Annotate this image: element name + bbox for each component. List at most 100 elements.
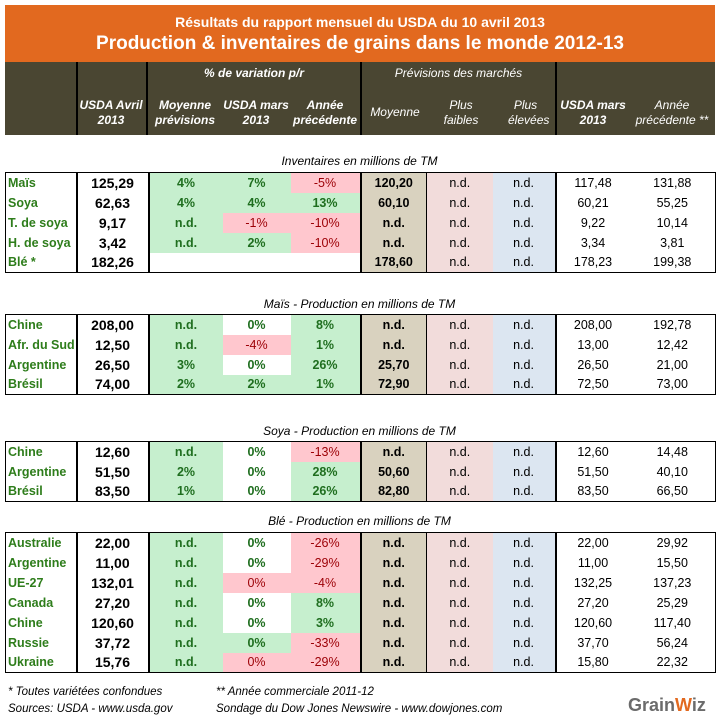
moyenne-value: n.d. (359, 441, 427, 462)
table-row: Australie 22,00 n.d. 0% -26% n.d. n.d. n.d. 22,0… (6, 532, 716, 553)
usda-mars-value: 13,00 (577, 337, 609, 352)
variation-value: n.d. (148, 592, 223, 613)
annee-precedente-value: 21,00 (656, 357, 688, 372)
annee-precedente-value: 10,14 (656, 215, 688, 230)
variation-value: 3% (148, 354, 223, 375)
plus-elevees-value: n.d. (492, 632, 557, 653)
annee-precedente-value: 15,50 (656, 555, 688, 570)
footnote-1: * Toutes variétées confondues (8, 686, 163, 698)
usda-mars-value: 208,00 (573, 317, 613, 332)
plus-elevees-value: n.d. (492, 552, 557, 573)
variation-value: 0% (222, 632, 291, 653)
header-usda-avril: USDA Avril 2013 (79, 98, 143, 127)
header-group-previsions: Prévisions des marchés (394, 66, 523, 80)
table-row: Argentine 26,50 3% 0% 26% 25,70 n.d. n.d. 26,50 2… (6, 354, 716, 375)
report-title: Résultats du rapport mensuel du USDA du … (175, 14, 545, 30)
moyenne-value: n.d. (359, 532, 427, 553)
row-name: H. de soya (8, 235, 71, 250)
usda-mars-value: 15,80 (577, 655, 609, 670)
report-subtitle: Production & inventaires de grains dans … (96, 33, 624, 54)
moyenne-value: n.d. (359, 652, 427, 673)
row-name: Ukraine (8, 655, 54, 670)
usda-mars-value: 9,22 (580, 215, 606, 230)
usda-avril-value: 12,50 (75, 334, 150, 355)
variation-value: 0% (222, 441, 291, 462)
variation-value: n.d. (148, 212, 223, 233)
usda-avril-value: 26,50 (75, 354, 150, 375)
annee-precedente-value: 137,23 (653, 575, 692, 590)
usda-mars-value: 60,21 (577, 195, 609, 210)
annee-precedente-value: 56,24 (656, 635, 688, 650)
plus-elevees-value: n.d. (492, 354, 557, 375)
table-row: Afr. du Sud 12,50 n.d. -4% 1% n.d. n.d. n.d. 13,… (6, 334, 716, 355)
section-label: Blé - Production en millions de TM (268, 514, 451, 528)
plus-elevees-value: n.d. (492, 212, 557, 233)
row-name: Argentine (8, 555, 67, 570)
footnote-2: ** Année commerciale 2011-12 (216, 686, 374, 698)
plus-faibles-value: n.d. (426, 572, 493, 593)
row-name: Chine (8, 444, 43, 459)
annee-precedente-value: 192,78 (653, 317, 692, 332)
row-name: Blé * (8, 255, 36, 270)
variation-value: 4% (148, 172, 223, 193)
usda-avril-value: 120,60 (75, 612, 150, 633)
moyenne-value: n.d. (359, 314, 427, 335)
table-row: T. de soya 9,17 n.d. -1% -10% n.d. n.d. n.d. 9,2… (6, 212, 716, 233)
table-row: Maïs 125,29 4% 7% -5% 120,20 n.d. n.d. 117,48 131… (6, 172, 716, 193)
annee-precedente-value: 25,29 (656, 595, 688, 610)
variation-value: n.d. (148, 334, 223, 355)
header-annee-precedente: Année précédente (292, 98, 358, 127)
header-plus-elevees: Plus élevées (508, 98, 550, 127)
variation-value: 0% (222, 481, 291, 502)
table-row: Chine 120,60 n.d. 0% 3% n.d. n.d. n.d. 120,60 117… (6, 612, 716, 633)
table-row: Argentine 51,50 2% 0% 28% 50,60 n.d. n.d. 51,50 4… (6, 461, 716, 482)
annee-precedente-value: 22,32 (656, 655, 688, 670)
row-name: Brésil (8, 484, 43, 499)
variation-value: -26% (290, 532, 361, 553)
plus-faibles-value: n.d. (426, 652, 493, 673)
plus-faibles-value: n.d. (426, 441, 493, 462)
table-row: Chine 208,00 n.d. 0% 8% n.d. n.d. n.d. 208,00 192… (6, 314, 716, 335)
variation-value: 1% (290, 374, 361, 395)
variation-value: 2% (222, 374, 291, 395)
annee-precedente-value: 73,00 (656, 377, 688, 392)
header-group-variation: % de variation p/r (203, 66, 305, 80)
header-usda-mars: USDA mars 2013 (223, 98, 289, 127)
plus-faibles-value: n.d. (426, 172, 493, 193)
usda-avril-value: 9,17 (75, 212, 150, 233)
table-row: UE-27 132,01 n.d. 0% -4% n.d. n.d. n.d. 132,25 13… (6, 572, 716, 593)
variation-value: 26% (290, 481, 361, 502)
variation-value: -5% (290, 172, 361, 193)
section-label: Soya - Production en millions de TM (263, 424, 456, 438)
usda-avril-value: 83,50 (75, 481, 150, 502)
annee-precedente-value: 66,50 (656, 484, 688, 499)
plus-faibles-value: n.d. (426, 252, 493, 273)
usda-mars-value: 120,60 (573, 615, 613, 630)
usda-mars-value: 12,60 (577, 444, 609, 459)
usda-mars-value: 27,20 (577, 595, 609, 610)
plus-faibles-value: n.d. (426, 374, 493, 395)
variation-value: -10% (290, 212, 361, 233)
variation-value: 26% (290, 354, 361, 375)
usda-mars-value: 72,50 (577, 377, 609, 392)
variation-value: 0% (222, 612, 291, 633)
usda-avril-value: 182,26 (75, 252, 150, 273)
plus-faibles-value: n.d. (426, 212, 493, 233)
row-name: Afr. du Sud (8, 337, 75, 352)
variation-value: n.d. (148, 572, 223, 593)
variation-value: 1% (148, 481, 223, 502)
variation-value: -4% (222, 334, 291, 355)
variation-value: 8% (290, 314, 361, 335)
table-row: Ukraine 15,76 n.d. 0% -29% n.d. n.d. n.d. 15,80 2… (6, 652, 716, 673)
header-moyenne-previsions: Moyenne prévisions (154, 98, 216, 127)
column-header: % de variation p/r Prévisions des marché… (5, 62, 715, 135)
annee-precedente-value: 40,10 (656, 464, 688, 479)
usda-avril-value: 15,76 (75, 652, 150, 673)
row-name: UE-27 (8, 575, 44, 590)
annee-precedente-value: 55,25 (656, 195, 688, 210)
plus-elevees-value: n.d. (492, 232, 557, 253)
variation-value: n.d. (148, 314, 223, 335)
plus-faibles-value: n.d. (426, 592, 493, 613)
usda-avril-value: 74,00 (75, 374, 150, 395)
moyenne-value: 72,90 (359, 374, 427, 395)
